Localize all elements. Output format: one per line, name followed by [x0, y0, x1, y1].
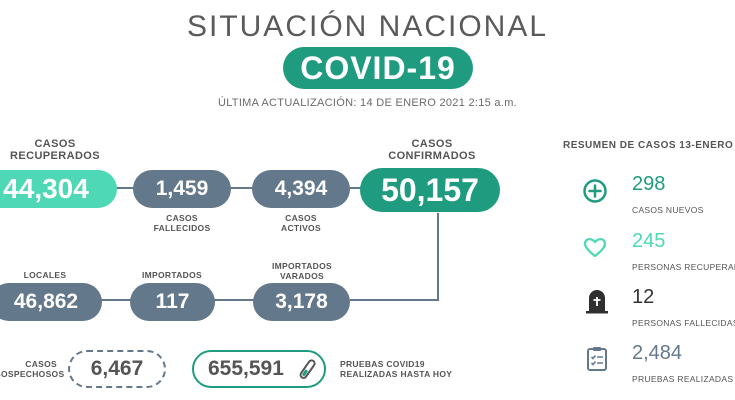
summary-recuperadas-value: 245 — [632, 230, 666, 252]
importados-varados-label: IMPORTADOS VARADOS — [272, 261, 332, 281]
summary-recuperadas-label: PERSONAS RECUPERADAS — [632, 262, 735, 272]
heart-icon — [583, 237, 607, 258]
connector-importados-varados — [213, 299, 255, 301]
activos-label: CASOS ACTIVOS — [281, 213, 321, 233]
importados-varados-value: 3,178 — [253, 283, 350, 321]
test-tube-icon — [299, 359, 316, 379]
summary-fallecidas-label: PERSONAS FALLECIDAS — [632, 318, 735, 328]
connector-fallecidos-activos — [230, 187, 255, 189]
fallecidos-label: CASOS FALLECIDOS — [153, 213, 211, 233]
pruebas-value: 655,591 — [208, 357, 284, 380]
importados-value: 117 — [130, 283, 215, 321]
pruebas-label: PRUEBAS COVID19 REALIZADAS HASTA HOY — [340, 359, 453, 379]
summary-nuevos-label: CASOS NUEVOS — [632, 205, 704, 215]
covid-badge: COVID-19 — [283, 47, 473, 89]
confirmados-value: 50,157 — [360, 168, 500, 212]
plus-circle-icon — [583, 179, 607, 203]
tombstone-icon — [586, 290, 608, 314]
locales-label: LOCALES — [23, 270, 67, 280]
summary-nuevos-value: 298 — [632, 173, 666, 195]
summary-pruebas-value: 2,484 — [632, 342, 683, 364]
confirmados-label: CASOS CONFIRMADOS — [388, 138, 476, 162]
connector-recuperados-fallecidos — [110, 187, 140, 189]
page-title: SITUACIÓN NACIONAL — [186, 10, 549, 43]
last-updated-text: ÚLTIMA ACTUALIZACIÓN: 14 DE ENERO 2021 2… — [217, 97, 518, 109]
activos-value: 4,394 — [252, 170, 350, 208]
summary-fallecidas-value: 12 — [632, 286, 655, 308]
recuperados-label: CASOS RECUPERADOS — [10, 138, 100, 162]
summary-heading: RESUMEN DE CASOS 13-ENERO — [563, 140, 734, 151]
fallecidos-value: 1,459 — [133, 170, 231, 208]
connector-confirmados-varados — [350, 299, 439, 301]
connector-activos-confirmados — [348, 187, 363, 189]
locales-value: 46,862 — [0, 283, 102, 321]
connector-locales-importados — [100, 299, 132, 301]
sospechosos-value: 6,467 — [68, 350, 166, 388]
pruebas-box: 655,591 — [192, 350, 326, 388]
clipboard-icon — [587, 347, 607, 371]
sospechosos-label: CASOS SOSPECHOSOS — [0, 359, 65, 379]
importados-label: IMPORTADOS — [142, 270, 202, 280]
connector-confirmados-vertical — [437, 213, 439, 301]
summary-pruebas-label: PRUEBAS REALIZADAS — [632, 374, 734, 384]
recuperados-value: 44,304 — [0, 170, 117, 208]
